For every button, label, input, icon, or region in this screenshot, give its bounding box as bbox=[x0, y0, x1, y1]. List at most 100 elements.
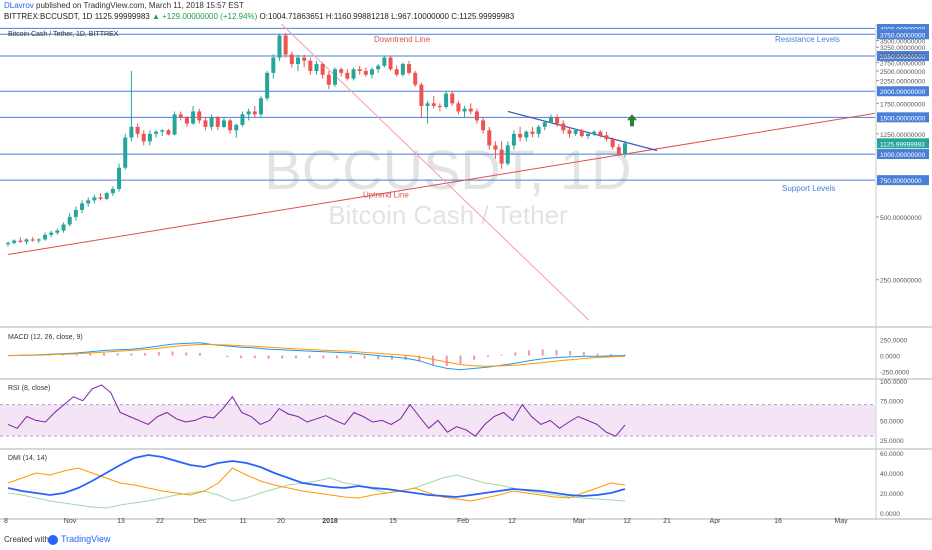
candle-body bbox=[277, 35, 282, 58]
x-axis-tick-label: Mar bbox=[573, 518, 586, 524]
candle-body bbox=[598, 131, 603, 136]
candle-body bbox=[468, 108, 473, 112]
candle-body bbox=[320, 64, 325, 75]
price-tick-label: 3250.00000000 bbox=[880, 45, 926, 52]
candle-body bbox=[55, 230, 60, 233]
candle-body bbox=[511, 133, 516, 146]
candle-body bbox=[221, 120, 226, 127]
candle-body bbox=[585, 133, 590, 137]
candle-body bbox=[172, 114, 177, 135]
candle-body bbox=[326, 74, 331, 85]
x-axis-tick-label: 8 bbox=[4, 518, 8, 524]
rsi-tick-label: 25.0000 bbox=[880, 438, 904, 445]
candle-body bbox=[592, 131, 597, 134]
candle-body bbox=[6, 242, 10, 245]
symbol-label: BITTREX:BCCUSDT, 1D bbox=[4, 12, 93, 21]
current-price-box bbox=[877, 138, 929, 149]
candle-body bbox=[160, 130, 165, 132]
rsi-title: RSI (8, close) bbox=[8, 385, 50, 392]
candle-body bbox=[345, 72, 350, 79]
candle-body bbox=[450, 93, 455, 104]
candle-body bbox=[289, 54, 294, 65]
candle-body bbox=[530, 131, 535, 134]
resistance-annotation: Resistance Levels bbox=[775, 35, 840, 44]
candle-body bbox=[407, 64, 412, 73]
x-axis-tick-label: 12 bbox=[623, 518, 631, 524]
candle-body bbox=[147, 133, 152, 142]
candle-body bbox=[67, 216, 72, 225]
candle-body bbox=[49, 232, 54, 235]
candle-body bbox=[339, 69, 344, 73]
x-axis-tick-label: 13 bbox=[117, 518, 125, 524]
tradingview-icon bbox=[48, 534, 58, 545]
macd-tick-label: 0.0000 bbox=[880, 354, 900, 361]
candle-body bbox=[92, 197, 97, 201]
chart-header: DLavrov published on TradingView.com, Ma… bbox=[0, 0, 932, 22]
candle-body bbox=[123, 137, 128, 168]
candle-body bbox=[444, 93, 449, 108]
price-tick-label: 3000.00000000 bbox=[880, 52, 926, 59]
price-tick-label: 2750.00000000 bbox=[880, 60, 926, 67]
macd-line bbox=[7, 342, 626, 371]
candle-body bbox=[456, 103, 461, 112]
x-axis-tick-label: 11 bbox=[239, 518, 246, 524]
candle-body bbox=[234, 124, 239, 131]
footer: Created with TradingView bbox=[0, 530, 932, 550]
price-level-label-box bbox=[877, 29, 929, 40]
candle-body bbox=[604, 135, 609, 140]
x-axis-tick-label: 22 bbox=[156, 518, 164, 524]
candle-body bbox=[333, 69, 338, 85]
tradingview-brand: TradingView bbox=[61, 534, 111, 544]
candle-body bbox=[388, 57, 393, 70]
candle-body bbox=[302, 57, 307, 61]
close-value: C:1125.99999983 bbox=[451, 12, 515, 21]
x-axis-tick-label: 20 bbox=[277, 518, 285, 524]
dmi-plus-line bbox=[7, 467, 626, 502]
price-level-label-box bbox=[877, 51, 929, 62]
candle-body bbox=[129, 126, 134, 138]
candle-body bbox=[240, 114, 245, 125]
support-annotation: Support Levels bbox=[782, 184, 835, 193]
price-level-label: 750.00000000 bbox=[880, 178, 922, 185]
uptrend-annotation: Uptrend Line bbox=[363, 190, 409, 199]
macd-signal-line bbox=[7, 343, 626, 367]
candle-body bbox=[413, 72, 418, 85]
candle-body bbox=[30, 239, 35, 241]
author-link[interactable]: DLavrov bbox=[4, 1, 34, 10]
open-value: O:1004.71863651 bbox=[259, 12, 324, 21]
low-value: L:967.10000000 bbox=[391, 12, 449, 21]
published-text: published on TradingView.com, March 11, … bbox=[36, 1, 244, 10]
candle-body bbox=[573, 130, 578, 134]
tradingview-logo[interactable]: TradingView bbox=[48, 534, 111, 545]
candle-body bbox=[610, 139, 615, 148]
candle-body bbox=[12, 240, 17, 243]
candle-body bbox=[314, 64, 319, 72]
price-level-label: 1500.00000000 bbox=[880, 115, 926, 122]
candle-body bbox=[117, 167, 122, 190]
candle-body bbox=[394, 69, 399, 75]
candle-body bbox=[184, 117, 189, 124]
candle-body bbox=[462, 108, 467, 112]
downtrend-line bbox=[281, 24, 590, 321]
price-level-label-box bbox=[877, 149, 929, 160]
candle-body bbox=[43, 234, 48, 240]
candle-body bbox=[542, 122, 547, 127]
dmi-tick-label: 60.0000 bbox=[880, 451, 904, 458]
macd-tick-label: -250.0000 bbox=[880, 370, 910, 377]
price-level-label-box bbox=[877, 24, 929, 34]
candle-body bbox=[104, 193, 109, 199]
price-change: ▲ +129.00000000 (+12.94%) bbox=[151, 12, 258, 21]
candle-body bbox=[178, 114, 183, 118]
candle-body bbox=[36, 239, 41, 241]
candle-body bbox=[567, 130, 572, 134]
candle-body bbox=[191, 111, 196, 124]
price-level-label-box bbox=[877, 86, 929, 97]
x-axis-tick-label: May bbox=[834, 518, 848, 524]
candle-body bbox=[203, 120, 208, 127]
dmi-tick-label: 20.0000 bbox=[880, 491, 904, 498]
price-level-label-box bbox=[877, 112, 929, 123]
candle-body bbox=[141, 133, 146, 142]
candle-body bbox=[376, 65, 381, 70]
